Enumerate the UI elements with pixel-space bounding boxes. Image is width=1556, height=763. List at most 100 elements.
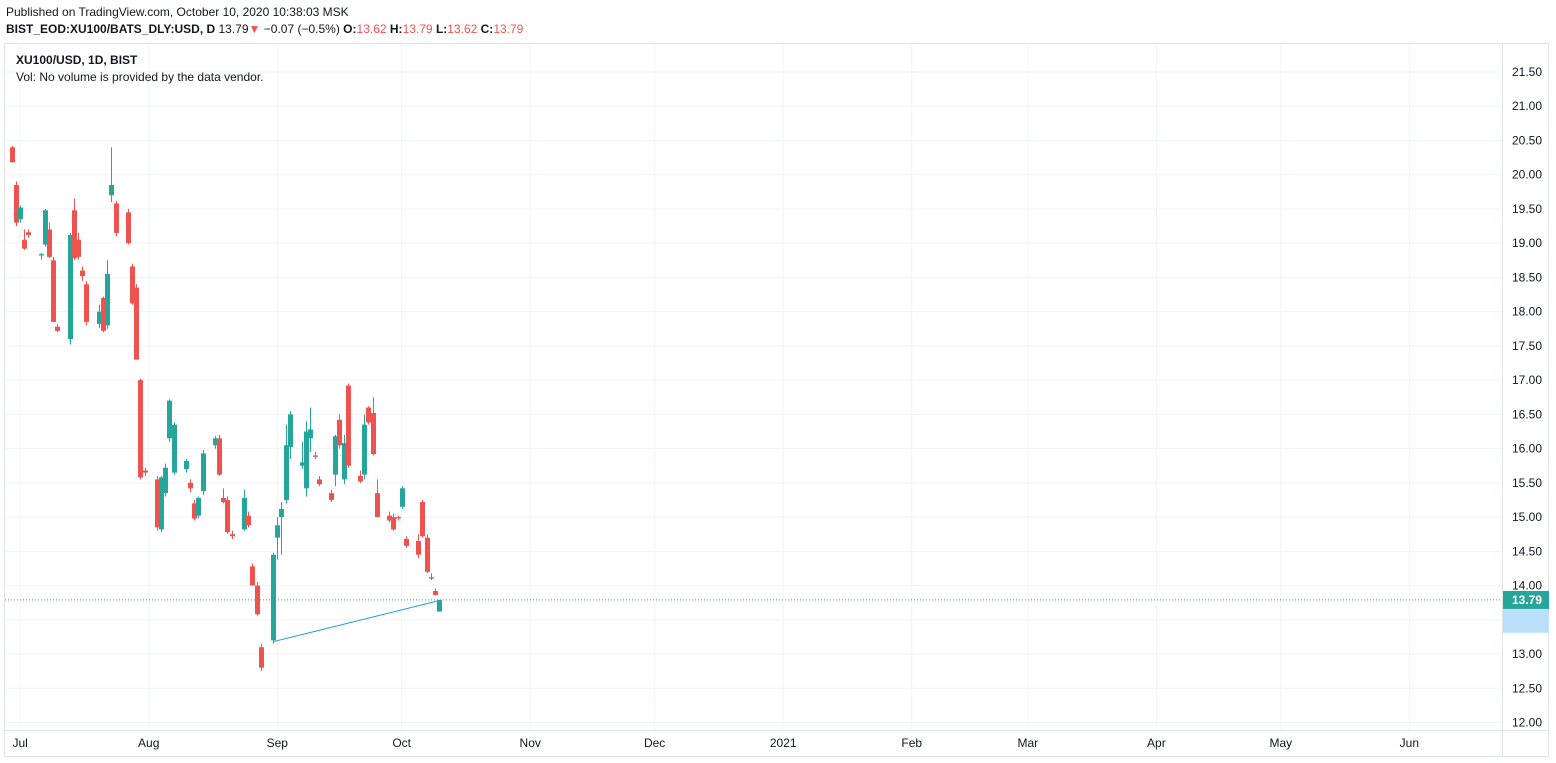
candle-body-up — [109, 184, 114, 196]
x-tick-label: Nov — [520, 736, 541, 750]
candle-body-up — [271, 554, 276, 641]
candle-body-down — [429, 577, 434, 579]
candle-body-up — [275, 525, 280, 538]
x-tick-label: Jun — [1400, 736, 1419, 750]
y-tick-label: 18.00 — [1512, 305, 1542, 319]
candle-body-up — [362, 424, 367, 475]
candle-body-down — [26, 232, 31, 235]
candle-body-up — [172, 424, 177, 473]
candle-body-up — [167, 400, 172, 439]
candle-body-down — [416, 541, 421, 555]
candle-body-down — [101, 297, 106, 331]
x-tick-label: Sep — [267, 736, 289, 750]
y-tick-label: 14.50 — [1512, 544, 1542, 558]
candle-body-down — [134, 287, 139, 360]
candle-body-down — [246, 515, 251, 526]
last-price-label: 13.79 — [1512, 593, 1542, 607]
volume-note: Vol: No volume is provided by the data v… — [16, 70, 264, 84]
candle-body-down — [126, 212, 131, 244]
y-tick-label: 16.50 — [1512, 407, 1542, 421]
candle-body-down — [230, 534, 235, 537]
candle-body-up — [184, 460, 189, 470]
y-tick-label: 14.00 — [1512, 579, 1542, 593]
y-tick-label: 15.00 — [1512, 510, 1542, 524]
candle-body-down — [188, 482, 193, 489]
high-label: H: — [389, 22, 403, 36]
chart-frame[interactable] — [4, 43, 1549, 757]
candle-body-down — [143, 470, 148, 473]
candle-body-up — [288, 414, 293, 448]
y-tick-label: 12.00 — [1512, 716, 1542, 730]
high-value: 13.79 — [402, 22, 433, 36]
y-tick-label: 12.50 — [1512, 681, 1542, 695]
candle-body-up — [18, 207, 23, 220]
candle-body-up — [105, 273, 110, 326]
candle-body-down — [391, 517, 396, 530]
candle-body-down — [221, 497, 226, 503]
candle-body-up — [39, 254, 44, 256]
candle-body-down — [329, 493, 334, 500]
candle-body-up — [308, 429, 313, 439]
x-tick-label: Jul — [12, 736, 27, 750]
candle-body-down — [155, 479, 160, 528]
y-tick-label: 19.00 — [1512, 236, 1542, 250]
symbol-name: BIST_EOD:XU100/BATS_DLY:USD, D — [6, 22, 216, 36]
last-price: 13.79 — [218, 22, 249, 36]
candle-body-down — [225, 499, 230, 533]
candle-body-down — [14, 184, 19, 223]
candle-body-up — [279, 508, 284, 518]
y-tick-label: 17.00 — [1512, 373, 1542, 387]
candle-body-up — [213, 438, 218, 446]
candle-body-down — [250, 566, 255, 586]
candle-body-down — [80, 270, 85, 277]
low-value: 13.62 — [447, 22, 478, 36]
candle-body-up — [196, 497, 201, 516]
y-tick-label: 13.00 — [1512, 647, 1542, 661]
candle-body-up — [300, 462, 305, 466]
symbol-header: BIST_EOD:XU100/BATS_DLY:USD, D 13.79▼ −0… — [6, 22, 523, 36]
candle-body-up — [242, 497, 247, 530]
down-arrow-icon: ▼ — [248, 22, 261, 36]
candle-body-down — [425, 537, 430, 572]
chart-legend-title: XU100/USD, 1D, BIST — [16, 53, 138, 67]
y-tick-label: 21.00 — [1512, 99, 1542, 113]
last-price-box — [1503, 590, 1549, 609]
candle-body-down — [22, 239, 27, 249]
candle-body-down — [313, 455, 318, 457]
candle-body-down — [337, 419, 342, 446]
x-tick-label: Mar — [1018, 736, 1039, 750]
published-line: Published on TradingView.com, October 10… — [6, 5, 349, 19]
candle-body-up — [97, 311, 102, 324]
candle-body-up — [163, 467, 168, 494]
open-value: 13.62 — [356, 22, 387, 36]
candle-body-up — [159, 477, 164, 530]
candle-body-down — [366, 407, 371, 423]
trendline — [272, 600, 440, 643]
candle-body-up — [304, 431, 309, 489]
x-tick-label: Dec — [644, 736, 665, 750]
x-tick-label: 2021 — [770, 736, 797, 750]
candle-body-up — [43, 210, 48, 245]
candle-body-down — [76, 239, 81, 257]
candle-body-down — [317, 479, 322, 485]
x-tick-label: Feb — [901, 736, 922, 750]
candle-body-down — [114, 203, 119, 233]
candle-body-down — [404, 538, 409, 546]
candle-body-down — [217, 438, 222, 475]
candle-body-down — [259, 647, 264, 668]
x-tick-label: Apr — [1147, 736, 1166, 750]
candle-body-down — [72, 210, 77, 259]
candle-body-down — [130, 266, 135, 304]
candle-body-down — [346, 385, 351, 466]
y-tick-label: 18.50 — [1512, 270, 1542, 284]
x-tick-label: Oct — [392, 736, 411, 750]
candle-body-up — [333, 436, 338, 475]
candle-body-down — [84, 284, 89, 322]
y-tick-label: 20.00 — [1512, 168, 1542, 182]
x-tick-label: Aug — [138, 736, 159, 750]
y-tick-label: 16.00 — [1512, 442, 1542, 456]
candle-body-down — [138, 380, 143, 478]
candle-body-down — [420, 502, 425, 537]
highlight-price-box — [1503, 607, 1549, 633]
